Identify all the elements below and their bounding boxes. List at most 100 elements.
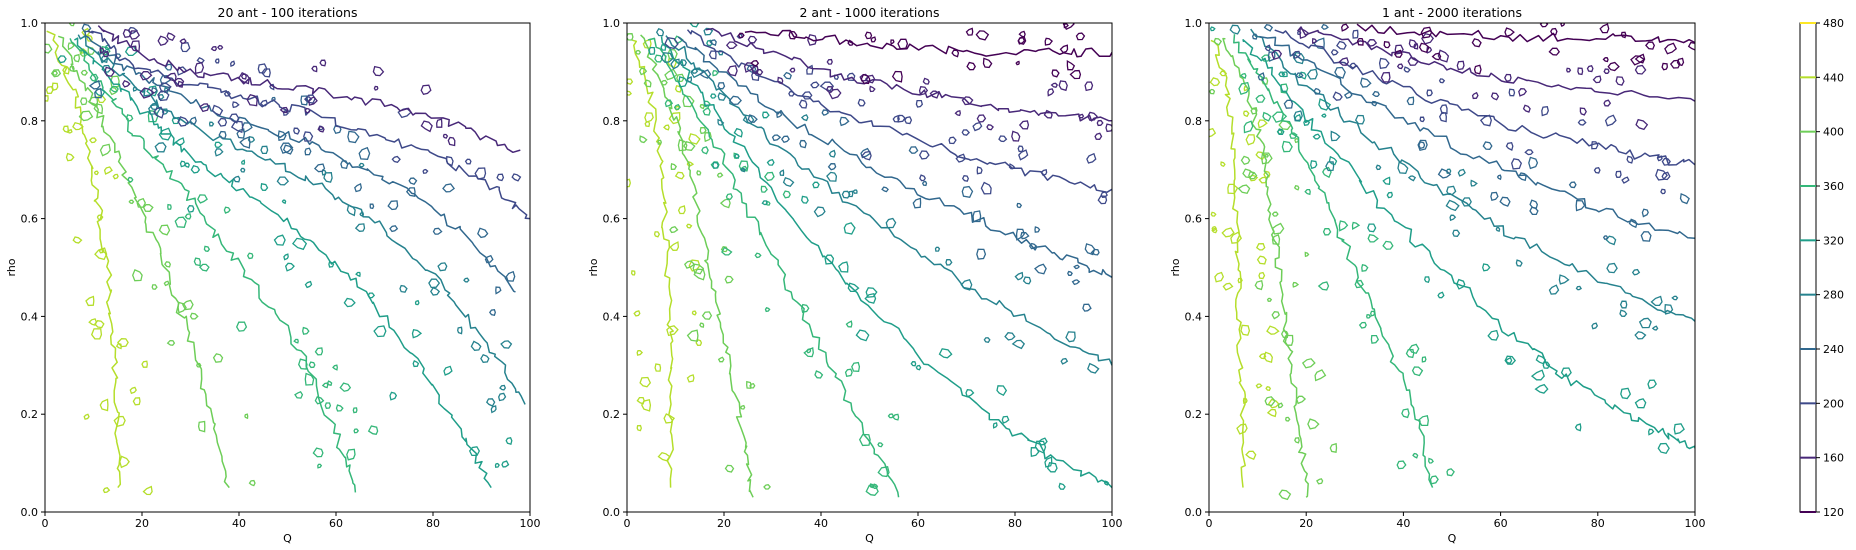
contour-island-320 — [1044, 456, 1053, 468]
colorbar-tick-label: 320 — [1823, 234, 1844, 247]
contour-island-240 — [1252, 33, 1258, 40]
contour-island-400 — [699, 104, 705, 110]
contour-island-240 — [771, 134, 782, 142]
contour-island-440 — [1258, 176, 1268, 184]
contour-island-240 — [239, 136, 251, 149]
contour-island-240 — [1496, 174, 1502, 181]
contour-island-320 — [733, 127, 743, 138]
contour-island-400 — [78, 110, 94, 122]
contour-island-200 — [806, 64, 814, 75]
contour-island-400 — [166, 339, 176, 346]
subplot-3: 0 20 40 60 80 100 0.0 0.2 0.4 0.6 0.8 1.0 1 ant - 20… — [1169, 5, 1706, 545]
contour-island-280 — [670, 58, 681, 70]
contour-island-280 — [1650, 295, 1663, 307]
contour-island-200 — [961, 129, 970, 136]
y-tick-label: 0.4 — [21, 310, 39, 323]
contour-island-280 — [463, 277, 470, 283]
contour-island-200 — [892, 114, 900, 123]
contour-island-160 — [869, 85, 876, 93]
contour-island-400 — [724, 275, 734, 284]
contour-island-200 — [511, 173, 522, 182]
contour-island-160 — [177, 80, 184, 88]
contour-island-400 — [45, 43, 53, 54]
contour-island-120 — [1075, 32, 1086, 41]
contour-island-280 — [1060, 357, 1069, 365]
x-tick-label: 80 — [1591, 517, 1605, 530]
contour-island-320 — [1386, 191, 1393, 199]
contour-island-280 — [813, 206, 826, 218]
contour-island-360 — [1401, 408, 1410, 419]
contour-island-400 — [643, 79, 652, 88]
contour-island-320 — [260, 183, 269, 191]
contour-island-280 — [1606, 262, 1618, 274]
y-axis-label: rho — [1169, 258, 1182, 276]
contour-island-440 — [1256, 255, 1267, 265]
subplot-1: 0 20 40 60 80 100 0.0 0.2 0.4 0.6 0.8 1.0 20 ant - 1… — [5, 5, 541, 545]
contour-island-200 — [897, 114, 906, 123]
contour-island-160 — [1018, 120, 1030, 130]
contour-island-280 — [934, 246, 941, 252]
contour-island-320 — [292, 237, 308, 251]
contour-island-440 — [639, 376, 652, 388]
contour-island-400 — [1264, 396, 1276, 407]
contour-island-400 — [1277, 402, 1284, 409]
contour-island-320 — [689, 23, 700, 28]
contour-island-400 — [128, 199, 135, 205]
contour-island-240 — [389, 225, 399, 233]
contour-island-200 — [259, 99, 269, 107]
subplot-title: 20 ant - 100 iterations — [218, 5, 358, 20]
contour-island-240 — [81, 23, 92, 33]
contour-island-440 — [1221, 227, 1235, 238]
contour-island-320 — [1647, 379, 1657, 390]
contour-line-320 — [1242, 39, 1695, 450]
contour-island-160 — [139, 87, 155, 99]
contour-island-440 — [1266, 408, 1277, 418]
contour-island-320 — [367, 292, 376, 299]
contour-island-400 — [87, 46, 96, 55]
contour-island-160 — [304, 107, 311, 114]
contour-island-160 — [1421, 32, 1435, 45]
contour-island-440 — [627, 78, 634, 85]
contour-island-280 — [1631, 268, 1641, 276]
contour-island-160 — [199, 103, 210, 113]
contour-island-360 — [1411, 366, 1424, 377]
contour-island-160 — [1050, 82, 1059, 89]
contour-island-440 — [686, 161, 695, 167]
contour-island-160 — [986, 124, 994, 131]
contour-island-280 — [828, 149, 836, 158]
contour-island-400 — [703, 132, 712, 143]
contour-island-440 — [636, 396, 645, 405]
contour-island-320 — [158, 127, 172, 141]
contour-island-360 — [865, 484, 879, 496]
contour-island-200 — [1438, 112, 1447, 123]
contour-island-320 — [443, 365, 453, 376]
contour-island-280 — [1407, 175, 1417, 182]
contour-island-400 — [1261, 152, 1273, 165]
contour-island-320 — [1504, 355, 1517, 365]
contour-island-440 — [1230, 231, 1242, 244]
x-tick-label: 80 — [1008, 517, 1022, 530]
contour-island-160 — [1471, 91, 1479, 100]
contour-island-320 — [915, 364, 922, 371]
contour-island-320 — [938, 348, 953, 359]
contour-island-320 — [1277, 128, 1285, 136]
contour-line-400 — [640, 34, 754, 498]
contour-island-440 — [102, 487, 111, 494]
contour-island-280 — [1558, 274, 1570, 285]
contour-island-240 — [776, 111, 783, 119]
contour-island-280 — [276, 176, 290, 186]
contour-island-320 — [1367, 223, 1377, 233]
y-tick-label: 0.2 — [21, 408, 39, 421]
contour-island-280 — [399, 284, 408, 293]
contour-island-440 — [686, 223, 693, 229]
contour-island-320 — [389, 391, 398, 401]
contour-island-360 — [198, 263, 210, 272]
contour-island-440 — [1211, 225, 1218, 232]
contour-island-440 — [65, 152, 75, 162]
contour-island-320 — [1673, 423, 1685, 435]
contour-island-240 — [1020, 232, 1030, 240]
contour-island-360 — [1322, 166, 1332, 179]
contour-island-280 — [717, 118, 725, 126]
x-tick-label: 20 — [1299, 517, 1313, 530]
contour-island-200 — [915, 99, 924, 108]
